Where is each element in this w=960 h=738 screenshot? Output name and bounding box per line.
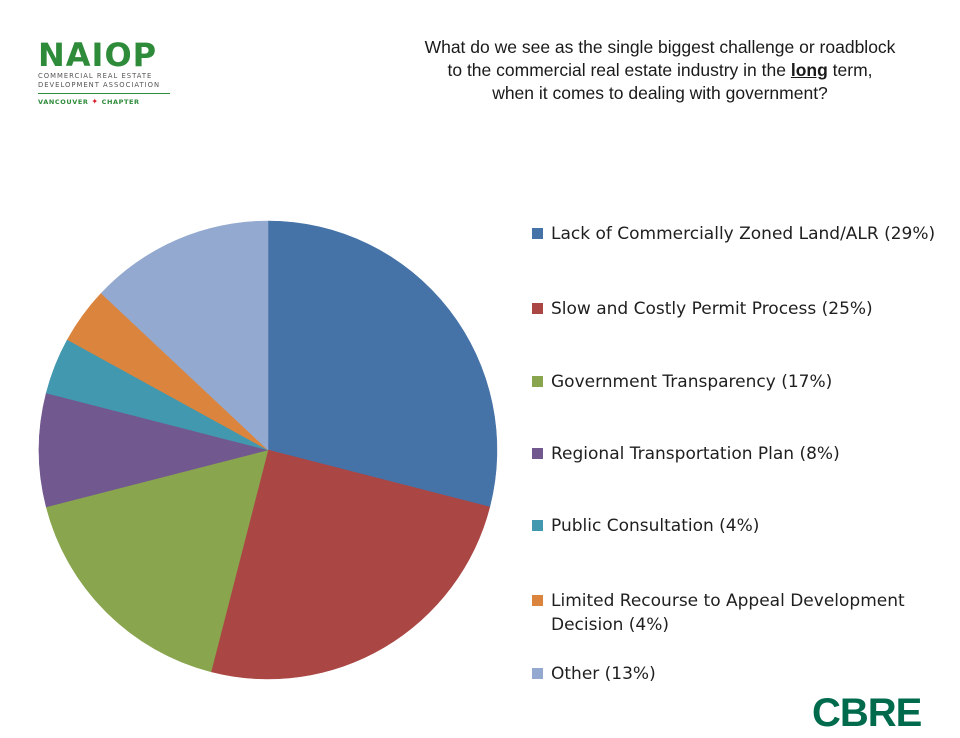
question-line1: What do we see as the single biggest cha… (424, 37, 896, 57)
legend-swatch (532, 668, 543, 679)
logo-chapter-right: CHAPTER (101, 98, 140, 106)
legend-swatch (532, 595, 543, 606)
legend-swatch (532, 376, 543, 387)
question-line2-before: to the commercial real estate industry i… (447, 60, 791, 80)
pie-slice-3 (45, 449, 269, 673)
legend-item: Government Transparency (17%) (532, 370, 952, 394)
legend-label: Regional Transportation Plan (8%) (551, 444, 840, 464)
logo-chapter: VANCOUVER ✦ CHAPTER (38, 97, 188, 106)
legend-label: Government Transparency (17%) (551, 372, 833, 392)
legend-item: Public Consultation (4%) (532, 514, 952, 538)
logo-subtitle-line1: COMMERCIAL REAL ESTATE (38, 72, 153, 80)
question-line2: to the commercial real estate industry i… (350, 59, 960, 82)
legend-label: Public Consultation (4%) (551, 516, 760, 536)
legend-swatch (532, 448, 543, 459)
logo-name: NAIOP (38, 36, 158, 74)
cbre-logo: CBRE (812, 691, 922, 735)
legend-item: Lack of Commercially Zoned Land/ALR (29%… (532, 222, 952, 246)
legend-swatch (532, 228, 543, 239)
pie-slice-2 (210, 449, 491, 680)
pie-slice-7 (100, 220, 269, 451)
question-title: What do we see as the single biggest cha… (350, 36, 960, 105)
naiop-logo: NAIOP COMMERCIAL REAL ESTATE DEVELOPMENT… (38, 38, 188, 106)
logo-divider (38, 93, 170, 94)
question-line3: when it comes to dealing with government… (492, 83, 828, 103)
legend-label: Lack of Commercially Zoned Land/ALR (29%… (551, 224, 936, 244)
pie-slice-1 (267, 220, 498, 508)
legend-item: Other (13%) (532, 662, 952, 686)
logo-chapter-left: VANCOUVER (38, 98, 89, 106)
question-emphasis: long (790, 60, 828, 80)
legend-label: Other (13%) (551, 664, 656, 684)
legend-swatch (532, 520, 543, 531)
pie-slices (38, 220, 498, 680)
maple-leaf-icon: ✦ (91, 97, 99, 106)
logo-subtitle-line2: DEVELOPMENT ASSOCIATION (38, 81, 161, 89)
pie-slice-4 (38, 392, 269, 508)
legend-label: Limited Recourse to Appeal Development D… (551, 591, 905, 635)
legend-label: Slow and Costly Permit Process (25%) (551, 299, 873, 319)
legend-item: Limited Recourse to Appeal Development D… (532, 589, 952, 637)
legend-swatch (532, 303, 543, 314)
legend-item: Regional Transportation Plan (8%) (532, 442, 952, 466)
question-line2-after: term, (827, 60, 873, 80)
legend-item: Slow and Costly Permit Process (25%) (532, 297, 952, 321)
